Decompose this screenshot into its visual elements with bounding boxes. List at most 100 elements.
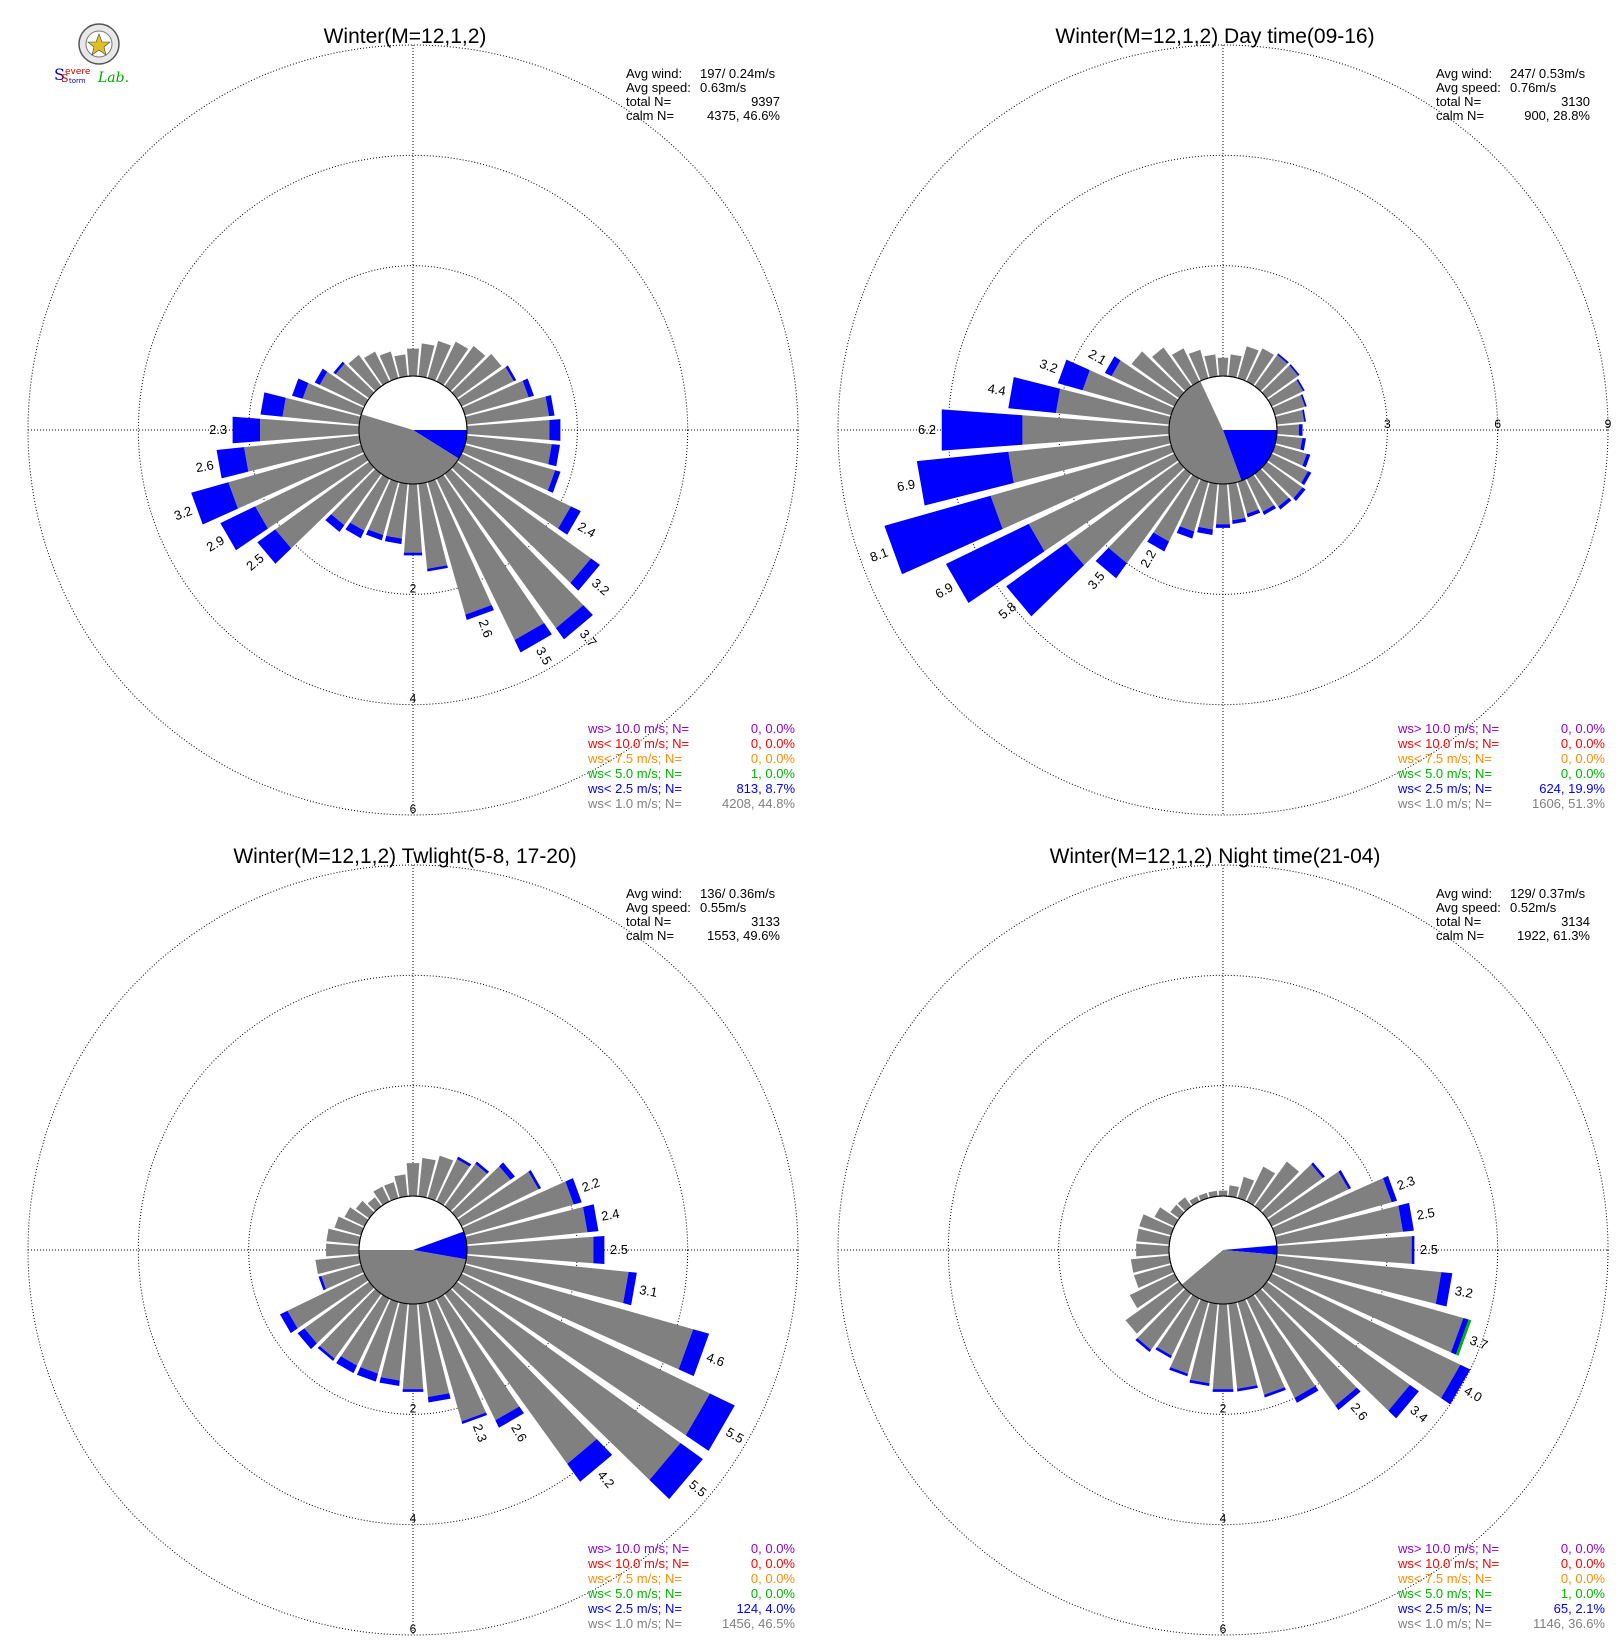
bar-segment-lt25 (685, 1393, 735, 1451)
calm-sector (359, 414, 459, 484)
bar-segment-lt1 (1131, 351, 1185, 399)
bar-segment-lt1 (1261, 461, 1303, 499)
bar-segment-lt25 (257, 529, 292, 564)
bar-segment-lt1 (1276, 424, 1299, 436)
bar-segment-lt25 (345, 522, 365, 539)
bar-segment-lt1 (1136, 1228, 1171, 1245)
legend-entry-label: ws< 10.0 m/s; N= (587, 1556, 689, 1571)
bar-segment-lt25 (365, 529, 384, 541)
bar-segment-lt1 (465, 396, 550, 425)
bar-segment-lt1 (386, 482, 408, 539)
bar-segment-lt25 (1301, 471, 1312, 486)
bar-segment-lt25 (325, 514, 345, 532)
legend-entry-count: 624, 19.9% (1539, 781, 1605, 796)
bar-segment-lt1 (436, 474, 545, 641)
bar-segment-lt1 (465, 435, 552, 465)
bar-segment-lt1 (457, 1171, 539, 1227)
bar-segment-lt1 (465, 1255, 629, 1304)
bar-value-label: 2.6 (476, 617, 496, 639)
calm-sector (1223, 430, 1277, 481)
legend-entry-count: 1456, 46.5% (722, 1616, 795, 1631)
bar-segment-lt25 (1147, 532, 1170, 552)
bar-segment-lt1 (1198, 482, 1218, 530)
bar-segment-lt25 (292, 378, 309, 399)
legend-entry-label: ws> 10.0 m/s; N= (587, 1541, 689, 1556)
bar-value-label: 2.3 (470, 1422, 490, 1444)
bar-segment-lt1 (1212, 1303, 1234, 1390)
bar-value-label: 3.1 (638, 1282, 658, 1300)
bar-segment-lt25 (1006, 543, 1085, 617)
wind-rose-chart: Winter(M=12,1,2) Day time(09-16) 3 6 9 2.2 3.… (837, 25, 1612, 816)
stat-avg-wind-label: Avg wind: (1436, 886, 1492, 901)
calm-outline (1168, 375, 1278, 485)
radial-tick-label: 4 (1220, 1512, 1227, 1526)
legend-entry-count: 1146, 36.6% (1533, 1616, 1605, 1631)
stat-calm-label: calm N= (1436, 928, 1484, 943)
bar-segment-lt1 (326, 1228, 361, 1245)
bar-segment-lt25 (678, 1329, 710, 1377)
legend-entry-label: ws< 2.5 m/s; N= (1397, 781, 1492, 796)
bar-segment-lt1 (331, 468, 382, 526)
bar-segment-lt1 (244, 435, 361, 472)
stat-avg-wind-value: 136/ 0.36m/s (700, 886, 776, 901)
bar-segment-lt25 (260, 392, 286, 417)
chart-title: Winter(M=12,1,2) Twlight(5-8, 17-20) (233, 845, 576, 868)
stat-avg-speed-value: 0.52m/s (1510, 900, 1557, 915)
logo-star (87, 33, 111, 56)
bar-segment-lt25 (1338, 1170, 1352, 1190)
bar-segment-lt1 (403, 483, 423, 553)
radial-tick-label: 2 (410, 581, 417, 595)
bar-segment-lt1 (1246, 348, 1275, 386)
bar-value-label: 8.1 (868, 545, 890, 565)
bar-segment-lt1 (462, 1264, 694, 1370)
calm-outline (1168, 1195, 1278, 1305)
bar-segment-lt25 (945, 523, 1045, 603)
bar-segment-lt25 (297, 1328, 317, 1350)
bar-value-label: 3.2 (589, 575, 612, 598)
legend-entry-label: ws< 5.0 m/s; N= (587, 1586, 682, 1601)
legend-entry-count: 0, 0.0% (1561, 1556, 1606, 1571)
legend-entry-label: ws< 2.5 m/s; N= (587, 781, 682, 796)
bar-segment-lt25 (456, 1156, 472, 1167)
bar-segment-lt1 (1261, 365, 1299, 399)
bar-segment-lt25 (1057, 359, 1090, 391)
bar-segment-lt1 (344, 1207, 369, 1227)
bar-segment-lt25 (505, 365, 517, 382)
bar-segment-lt1 (1028, 453, 1179, 552)
bar-segment-lt25 (1300, 394, 1307, 407)
legend-entry-label: ws> 10.0 m/s; N= (1397, 1541, 1499, 1556)
stat-calm-label: calm N= (1436, 108, 1484, 123)
bar-segment-lt25 (1263, 1387, 1286, 1398)
legend-entry-label: ws< 7.5 m/s; N= (587, 751, 682, 766)
bar-segment-lt25 (593, 1235, 605, 1265)
bar-segment-lt25 (1278, 497, 1292, 510)
legend-entry-count: 0, 0.0% (751, 1571, 796, 1586)
stat-calm-value: 4375, 46.6% (707, 108, 780, 123)
bar-segment-lt25 (1008, 377, 1061, 414)
bar-segment-lt25 (1302, 409, 1306, 422)
legend-entry-count: 0, 0.0% (1561, 736, 1606, 751)
legend-entry-count: 1, 0.0% (751, 766, 796, 781)
legend-entry-label: ws< 10.0 m/s; N= (587, 736, 689, 751)
bar-segment-lt25 (1232, 518, 1247, 524)
calm-sector (359, 1250, 467, 1305)
bar-segment-lt1 (1022, 415, 1170, 445)
stat-avg-speed-label: Avg speed: (626, 80, 691, 95)
legend-entry-label: ws< 5.0 m/s; N= (587, 766, 682, 781)
bar-segment-lt1 (1111, 360, 1179, 407)
bar-segment-lt1 (1254, 468, 1289, 507)
bar-segment-lt25 (1155, 1347, 1172, 1359)
stat-avg-speed-value: 0.63m/s (700, 80, 747, 95)
bar-segment-lt25 (191, 482, 238, 525)
bar-segment-lt25 (318, 1275, 327, 1291)
bar-segment-lt1 (1237, 1176, 1255, 1201)
bar-segment-lt25 (1435, 1272, 1453, 1307)
bar-segment-lt25 (545, 395, 555, 417)
stat-avg-wind-label: Avg wind: (626, 66, 682, 81)
bar-segment-lt1 (367, 1197, 382, 1212)
legend-entry-label: ws< 7.5 m/s; N= (587, 1571, 682, 1586)
bar-segment-lt1 (418, 482, 448, 569)
bar-segment-lt1 (302, 382, 364, 416)
bar-segment-lt25 (565, 1178, 582, 1205)
chart-title: Winter(M=12,1,2) Night time(21-04) (1050, 845, 1381, 868)
